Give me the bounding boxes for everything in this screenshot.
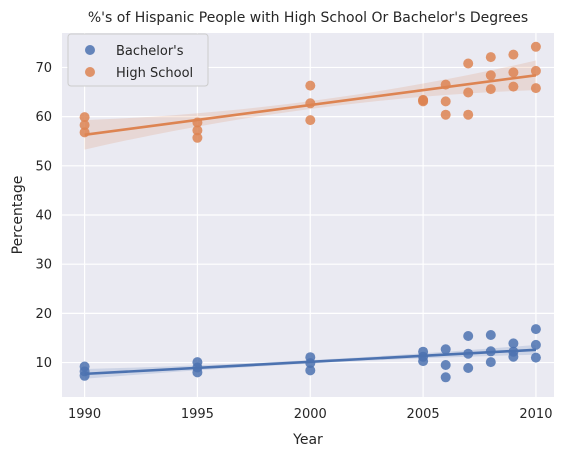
point-high-school (463, 109, 474, 120)
point-bachelors (440, 360, 451, 370)
point-bachelors (418, 346, 429, 357)
point-high-school (79, 112, 90, 123)
point-bachelors (463, 363, 474, 373)
point-high-school (508, 67, 519, 78)
point-bachelors (305, 365, 316, 376)
point-bachelors (485, 330, 496, 340)
y-tick-label: 10 (35, 356, 52, 371)
point-high-school (305, 80, 316, 91)
y-tick-label: 30 (35, 258, 52, 273)
legend-label-bachelors: Bachelor's (116, 44, 184, 59)
point-high-school (192, 125, 203, 136)
y-tick-label: 50 (35, 159, 52, 174)
point-high-school (530, 65, 541, 76)
point-high-school (79, 120, 90, 130)
point-bachelors (485, 357, 496, 368)
point-bachelors (192, 357, 203, 368)
legend-marker-bachelors (85, 45, 95, 55)
legend-label-high-school: High School (116, 66, 193, 81)
x-tick-label: 2010 (519, 407, 552, 422)
point-bachelors (530, 324, 541, 335)
point-high-school (508, 49, 519, 60)
point-high-school (305, 115, 316, 126)
point-bachelors (530, 352, 541, 363)
x-tick-label: 1995 (181, 407, 214, 422)
y-tick-label: 60 (35, 110, 52, 125)
point-high-school (440, 109, 451, 120)
point-high-school (418, 94, 429, 105)
x-tick-label: 2000 (294, 407, 327, 422)
point-bachelors (440, 344, 451, 355)
point-bachelors (508, 338, 519, 349)
point-high-school (463, 87, 474, 98)
point-high-school (530, 83, 541, 94)
point-high-school (463, 58, 474, 69)
trend-lines (84, 74, 537, 376)
point-high-school (192, 132, 203, 143)
y-axis-title: Percentage (10, 176, 26, 255)
point-high-school (485, 70, 496, 81)
point-bachelors (305, 352, 316, 363)
point-bachelors (530, 339, 541, 350)
legend-box (67, 33, 209, 87)
x-tick-label: 1990 (68, 407, 101, 422)
legend-marker-high-school (85, 67, 95, 77)
legend: Bachelor's High School (67, 33, 209, 87)
point-bachelors (463, 331, 474, 341)
point-high-school (508, 81, 519, 92)
point-high-school (485, 52, 496, 63)
point-bachelors (79, 361, 90, 372)
trend-line-bachelors (84, 348, 537, 376)
y-tick-label: 70 (35, 61, 52, 76)
chart-title: %'s of Hispanic People with High School … (88, 10, 528, 26)
y-tick-label: 20 (35, 307, 52, 322)
point-high-school (485, 84, 496, 95)
y-tick-label: 40 (35, 209, 52, 224)
trend-line-high-school (84, 74, 537, 137)
point-high-school (530, 41, 541, 52)
point-bachelors (440, 372, 451, 383)
point-high-school (440, 96, 451, 107)
x-tick-label: 2005 (407, 407, 440, 422)
x-axis-title: Year (292, 432, 323, 448)
